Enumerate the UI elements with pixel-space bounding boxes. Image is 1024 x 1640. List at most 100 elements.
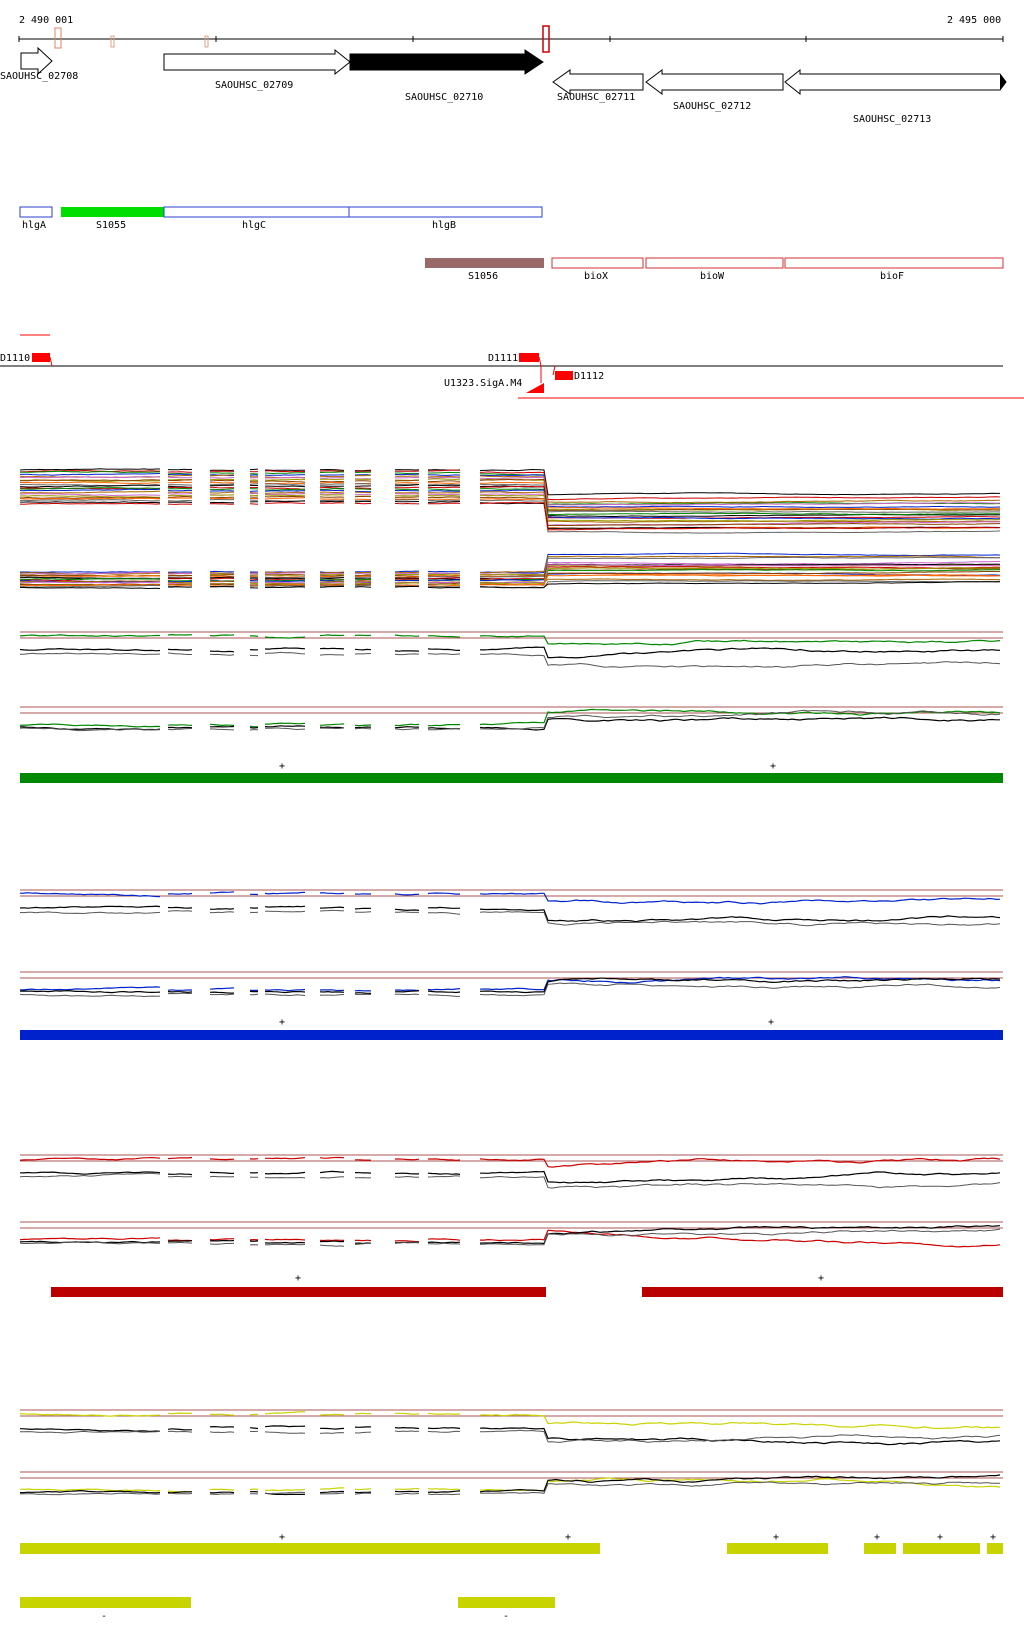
red-condition: + + — [51, 1273, 1003, 1297]
segment-bar[interactable] — [642, 1287, 1003, 1297]
promoter-track: D1110 D1111 D1112 U1323.SigA.M4 — [0, 334, 1024, 399]
promoter-d1110[interactable]: D1110 — [0, 353, 53, 367]
gene-saouhsc-02709[interactable]: SAOUHSC_02709 — [163, 48, 351, 91]
expression-tracks — [19, 468, 1003, 1496]
feature-label: S1055 — [96, 220, 126, 231]
expression-trace — [19, 485, 1001, 519]
segment-bar[interactable] — [987, 1543, 1003, 1554]
promoter-d1112[interactable]: D1112 — [552, 365, 604, 382]
feature-s1056[interactable]: S1056 — [425, 258, 544, 282]
strand-mark: + — [279, 1017, 285, 1028]
feature-label: S1056 — [468, 271, 498, 282]
expression-trace — [19, 488, 1000, 520]
strand-mark: + — [768, 1017, 774, 1028]
promoter-label: U1323.SigA.M4 — [444, 378, 522, 389]
strand-mark: + — [874, 1532, 880, 1543]
segment-bar[interactable] — [20, 1543, 600, 1554]
gene-label: SAOUHSC_02713 — [853, 114, 931, 125]
expression-trace — [19, 891, 1001, 905]
feature-biox[interactable]: bioX — [551, 257, 644, 282]
gene-saouhsc-02710[interactable]: SAOUHSC_02710 — [349, 49, 544, 103]
blue-condition: + + — [20, 1017, 1003, 1040]
expression-trace — [19, 497, 1001, 530]
gene-saouhsc-02708[interactable]: SAOUHSC_02708 — [0, 46, 78, 82]
strand-mark: + — [990, 1532, 996, 1543]
expression-trace — [19, 977, 1001, 994]
feature-biow[interactable]: bioW — [645, 257, 784, 282]
segment-bar[interactable] — [903, 1543, 980, 1554]
feature-hlga[interactable]: hlgA — [19, 206, 53, 231]
expression-trace — [19, 716, 1000, 731]
green-condition: + + — [20, 761, 1003, 783]
expression-trace — [19, 469, 1001, 501]
feature-label: bioX — [584, 271, 608, 282]
gene-label: SAOUHSC_02710 — [405, 92, 483, 103]
promoter-d1111[interactable]: D1111 — [488, 353, 542, 367]
strand-mark: + — [773, 1532, 779, 1543]
expression-trace — [19, 708, 1001, 728]
gene-label: SAOUHSC_02711 — [557, 92, 635, 103]
expression-trace — [19, 905, 1001, 923]
expression-trace — [19, 633, 1001, 646]
feature-biof[interactable]: bioF — [784, 257, 1004, 282]
expression-trace — [19, 483, 1001, 513]
expression-trace — [19, 982, 1001, 998]
expression-trace — [19, 909, 1001, 927]
expression-trace — [20, 500, 1001, 530]
feature-label: bioF — [880, 271, 904, 282]
expression-trace — [19, 709, 1001, 732]
segment-bar[interactable] — [20, 1597, 191, 1608]
expression-trace — [20, 1474, 1001, 1496]
expression-trace — [20, 1429, 1001, 1443]
expression-trace — [19, 1156, 1001, 1168]
segment-bar[interactable] — [727, 1543, 828, 1554]
expression-trace — [19, 484, 1001, 518]
promoter-u1323-siga-m4[interactable]: U1323.SigA.M4 — [444, 366, 544, 393]
expression-trace — [19, 1170, 1001, 1184]
feature-label: hlgA — [22, 220, 46, 231]
strand-mark: + — [279, 761, 285, 772]
segment-bar[interactable] — [458, 1597, 555, 1608]
expression-trace — [19, 651, 1001, 668]
feature-label: hlgC — [242, 220, 266, 231]
strand-mark: + — [279, 1532, 285, 1543]
feature-s1055[interactable]: S1055 — [61, 207, 164, 231]
expression-trace — [19, 1172, 1001, 1189]
gene-label: SAOUHSC_02708 — [0, 71, 78, 82]
promoter-label: D1110 — [0, 353, 30, 364]
expression-trace — [19, 1229, 1001, 1248]
gene-saouhsc-02712[interactable]: SAOUHSC_02712 — [645, 69, 784, 112]
feature-track-2: S1056 bioX bioW bioF — [425, 257, 1004, 282]
expression-trace — [19, 495, 1000, 527]
expression-trace — [19, 1425, 1001, 1446]
expression-trace — [19, 501, 1001, 531]
strand-mark: + — [818, 1273, 824, 1284]
promoter-label: D1112 — [574, 371, 604, 382]
gene-saouhsc-02713[interactable]: SAOUHSC_02713 — [784, 68, 1007, 125]
expression-trace — [19, 490, 1001, 523]
strand-mark: + — [565, 1532, 571, 1543]
segment-bar[interactable] — [20, 1030, 1003, 1040]
expression-trace — [19, 478, 1001, 511]
expression-trace — [19, 581, 1001, 590]
feature-label: bioW — [700, 271, 725, 282]
segment-bar[interactable] — [864, 1543, 896, 1554]
feature-label: hlgB — [432, 220, 456, 231]
gene-track: SAOUHSC_02708 SAOUHSC_02709 SAOUHSC_0271… — [0, 46, 1007, 125]
segment-bar[interactable] — [20, 773, 1003, 783]
end-coordinate: 2 495 000 — [947, 15, 1001, 26]
gene-saouhsc-02711[interactable]: SAOUHSC_02711 — [552, 69, 644, 103]
expression-trace — [19, 470, 1000, 505]
strand-mark: + — [770, 761, 776, 772]
expression-trace — [19, 646, 1001, 659]
segment-bar[interactable] — [51, 1287, 546, 1297]
feature-hlgc[interactable]: hlgC — [163, 206, 350, 231]
feature-hlgb[interactable]: hlgB — [348, 206, 543, 231]
strand-mark: + — [295, 1273, 301, 1284]
gene-label: SAOUHSC_02712 — [673, 101, 751, 112]
minus-mark: - — [101, 1611, 107, 1622]
gene-label: SAOUHSC_02709 — [215, 80, 293, 91]
coordinate-ruler: 2 490 001 2 495 000 — [18, 15, 1004, 53]
expression-trace — [19, 1228, 1001, 1247]
